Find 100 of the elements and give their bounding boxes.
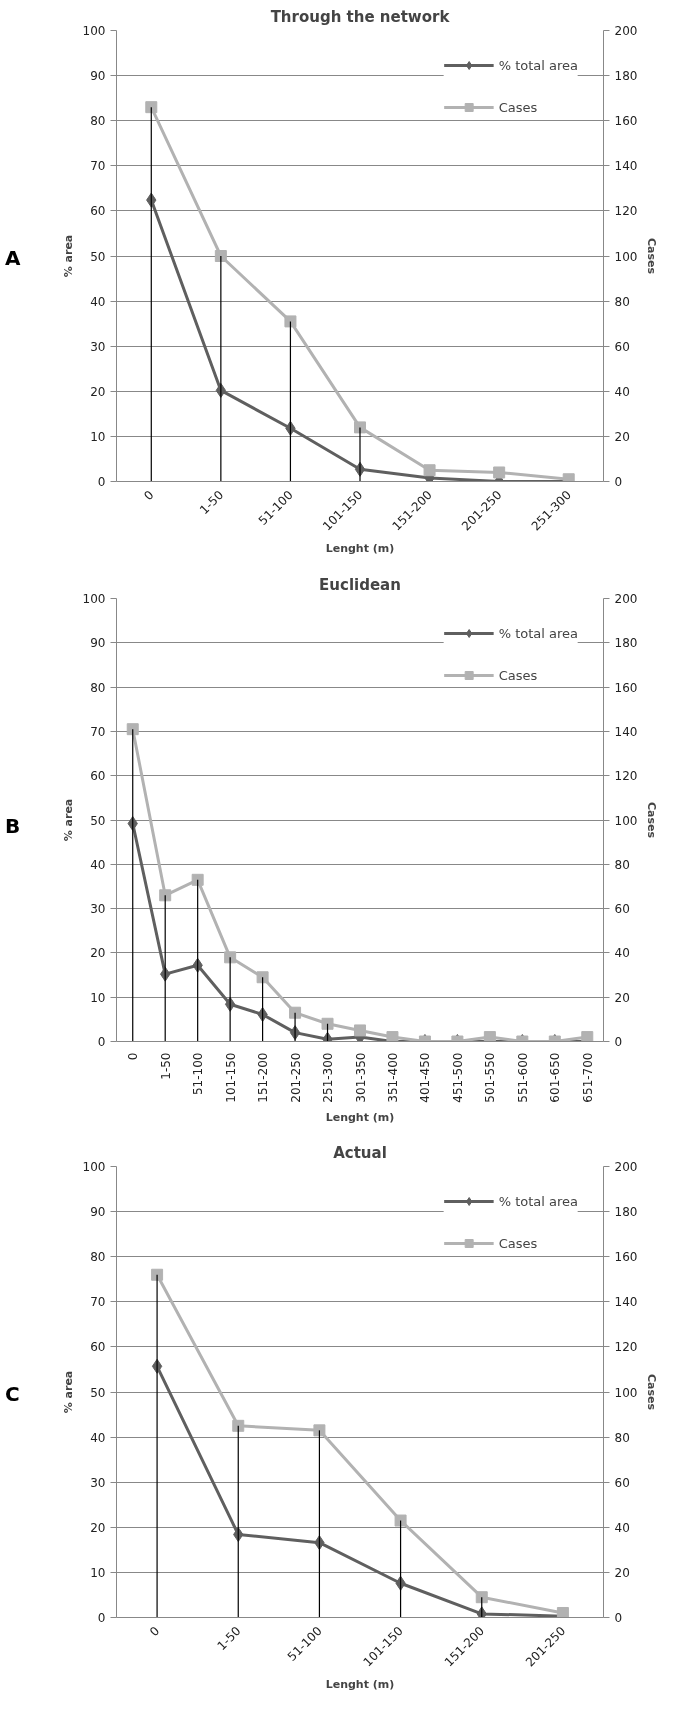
y-tick-label: 80: [90, 1250, 106, 1265]
point: [224, 951, 237, 964]
y2-tick-label: 40: [614, 946, 630, 961]
y-tick-label: 10: [90, 990, 106, 1005]
y-tick-label: 100: [82, 24, 106, 38]
y2-tick-label: 100: [614, 1385, 638, 1400]
x-tick-label: 601-650: [548, 1052, 563, 1103]
y-tick-label: 0: [97, 475, 106, 489]
y-tick-label: 90: [90, 1205, 106, 1220]
point: [423, 464, 436, 477]
y2-tick-label: 20: [614, 429, 630, 444]
point: [256, 971, 269, 984]
y2-tick-label: 20: [614, 1565, 630, 1580]
y2-tick-label: 80: [614, 857, 630, 872]
y-tick-label: 60: [90, 1340, 106, 1355]
y2-tick-label: 200: [614, 1160, 638, 1174]
chart-title: Through the network: [270, 7, 451, 26]
y2-tick-label: 100: [614, 813, 638, 828]
x-tick-label: 401-450: [418, 1052, 433, 1103]
y2-tick-label: 120: [614, 204, 638, 219]
y-tick-label: 50: [90, 1385, 106, 1400]
text: A: [5, 245, 21, 272]
x-tick-label: 451-500: [450, 1052, 465, 1103]
point: [475, 1591, 488, 1604]
y2-tick-label: 120: [614, 1340, 638, 1355]
x-tick-label: 501-550: [483, 1052, 498, 1103]
point: [354, 1024, 366, 1037]
point: [321, 1017, 334, 1030]
y-axis-title: % area: [61, 798, 75, 842]
y-tick-label: 10: [90, 1565, 106, 1580]
y2-tick-label: 160: [614, 114, 638, 129]
y2-tick-label: 40: [614, 1520, 630, 1535]
y2-tick-label: 200: [614, 24, 638, 38]
x-tick-label: 0: [147, 1623, 163, 1640]
y-tick-label: 40: [90, 294, 106, 309]
x-axis-title: Lenght (m): [325, 1678, 395, 1692]
x-axis-title: Lenght (m): [325, 1110, 395, 1124]
point: [214, 250, 227, 262]
y2-tick-label: 180: [614, 69, 638, 84]
y-tick-label: 60: [90, 769, 106, 784]
x-tick-label: 1-50: [158, 1052, 173, 1080]
text: C: [5, 1381, 20, 1408]
y2-tick-label: 200: [614, 592, 638, 606]
point: [289, 1006, 302, 1019]
point: [159, 889, 172, 902]
x-tick-label: 101-150: [223, 1052, 238, 1103]
legend-label: % total area: [498, 1193, 578, 1209]
x-tick-label: 0: [126, 1052, 141, 1061]
point: [493, 466, 506, 479]
y2-tick-label: 0: [614, 1611, 623, 1625]
y-tick-label: 20: [90, 384, 106, 399]
y-tick-label: 0: [97, 1611, 106, 1625]
y2-tick-label: 160: [614, 1250, 638, 1265]
y2-tick-label: 60: [614, 902, 630, 917]
y-tick-label: 90: [90, 636, 106, 651]
y-tick-label: 70: [90, 159, 106, 174]
text: B: [5, 813, 21, 840]
x-tick-label: 351-400: [385, 1052, 400, 1103]
legend-label: % total area: [498, 625, 578, 641]
point: [394, 1514, 407, 1527]
point: [284, 315, 297, 328]
x-tick-label: 301-350: [353, 1052, 368, 1103]
point: [191, 873, 204, 886]
y2-tick-label: 0: [614, 1035, 623, 1049]
x-axis-title: Lenght (m): [325, 542, 395, 556]
y-tick-label: 80: [90, 680, 106, 695]
chart-title: Actual: [333, 1143, 387, 1162]
y-axis-title: % area: [61, 1370, 75, 1414]
legend-label: Cases: [498, 667, 538, 683]
y2-tick-label: 80: [614, 294, 630, 309]
y-tick-label: 0: [97, 1035, 106, 1049]
y-tick-label: 30: [90, 902, 106, 917]
y-tick-label: 40: [90, 857, 106, 872]
y2-tick-label: 180: [614, 1205, 638, 1220]
y2-tick-label: 60: [614, 1475, 630, 1490]
y-tick-label: 100: [82, 1160, 106, 1174]
point: [145, 101, 158, 114]
y2-tick-label: 0: [614, 475, 623, 489]
y-axis-title: % area: [61, 234, 75, 278]
legend-label: % total area: [498, 57, 578, 73]
y-tick-label: 20: [90, 946, 106, 961]
y-tick-label: 30: [90, 1475, 106, 1490]
point: [232, 1419, 245, 1432]
y-tick-label: 50: [90, 249, 106, 264]
x-tick-label: 151-200: [256, 1052, 271, 1103]
chart-title: Euclidean: [319, 575, 401, 594]
point: [151, 1268, 164, 1281]
y2-tick-label: 180: [614, 636, 638, 651]
x-tick-label: 551-600: [515, 1052, 530, 1103]
y-tick-label: 90: [90, 69, 106, 84]
y2-tick-label: 100: [614, 249, 638, 264]
point: [354, 421, 366, 434]
y-tick-label: 40: [90, 1430, 106, 1445]
y-tick-label: 70: [90, 724, 106, 739]
y2-tick-label: 20: [614, 990, 630, 1005]
y-tick-label: 20: [90, 1520, 106, 1535]
legend-label: Cases: [498, 99, 538, 115]
point: [313, 1424, 326, 1437]
y-tick-label: 80: [90, 114, 106, 129]
y-tick-label: 70: [90, 1295, 106, 1310]
